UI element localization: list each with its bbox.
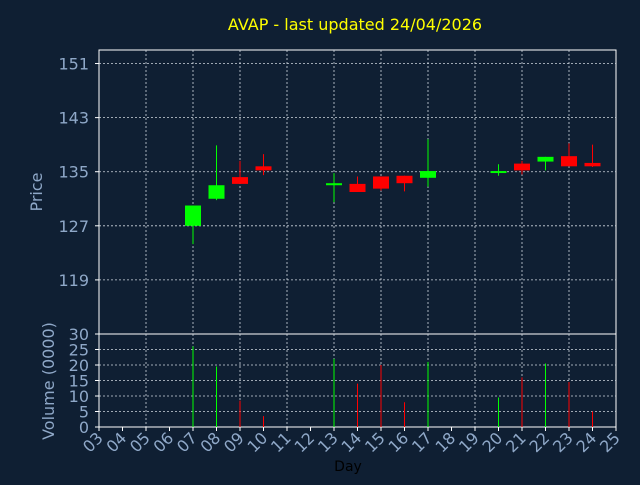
- volume-tick-label: 20: [69, 356, 89, 375]
- volume-tick-label: 15: [69, 372, 89, 391]
- candle-body: [490, 171, 507, 174]
- candle-body: [208, 185, 225, 199]
- volume-tick-label: 30: [69, 325, 89, 344]
- volume-tick-label: 25: [69, 341, 89, 360]
- price-tick-label: 135: [58, 163, 89, 182]
- candle-body: [514, 163, 530, 171]
- price-panel: 119 127 135 143 151: [58, 49, 617, 335]
- candle-body: [584, 162, 601, 167]
- x-axis-ticks: 0304050607080910111213141516171819202122…: [79, 427, 624, 456]
- candle-body: [232, 177, 248, 184]
- price-tick-label: 151: [58, 55, 89, 74]
- candle-body: [561, 156, 577, 167]
- candle-body: [537, 156, 554, 162]
- candle-body: [373, 176, 389, 189]
- price-axis-label: Price: [27, 172, 46, 211]
- volume-tick-label: 10: [69, 387, 89, 406]
- chart-title: AVAP - last updated 24/04/2026: [228, 15, 482, 34]
- volume-tick-label: 0: [79, 418, 89, 437]
- volume-tick-label: 5: [79, 403, 89, 422]
- price-tick-label: 127: [58, 217, 89, 236]
- price-tick-label: 143: [58, 109, 89, 128]
- candle-body: [185, 205, 201, 226]
- candle-body: [349, 183, 366, 192]
- x-axis-label: Day: [334, 459, 362, 475]
- candle-body: [326, 183, 342, 186]
- candle-body: [420, 171, 436, 178]
- candle-body: [255, 166, 272, 171]
- volume-axis-label: Volume (0000): [39, 322, 58, 440]
- candle-body: [396, 175, 413, 184]
- price-tick-label: 119: [58, 271, 89, 290]
